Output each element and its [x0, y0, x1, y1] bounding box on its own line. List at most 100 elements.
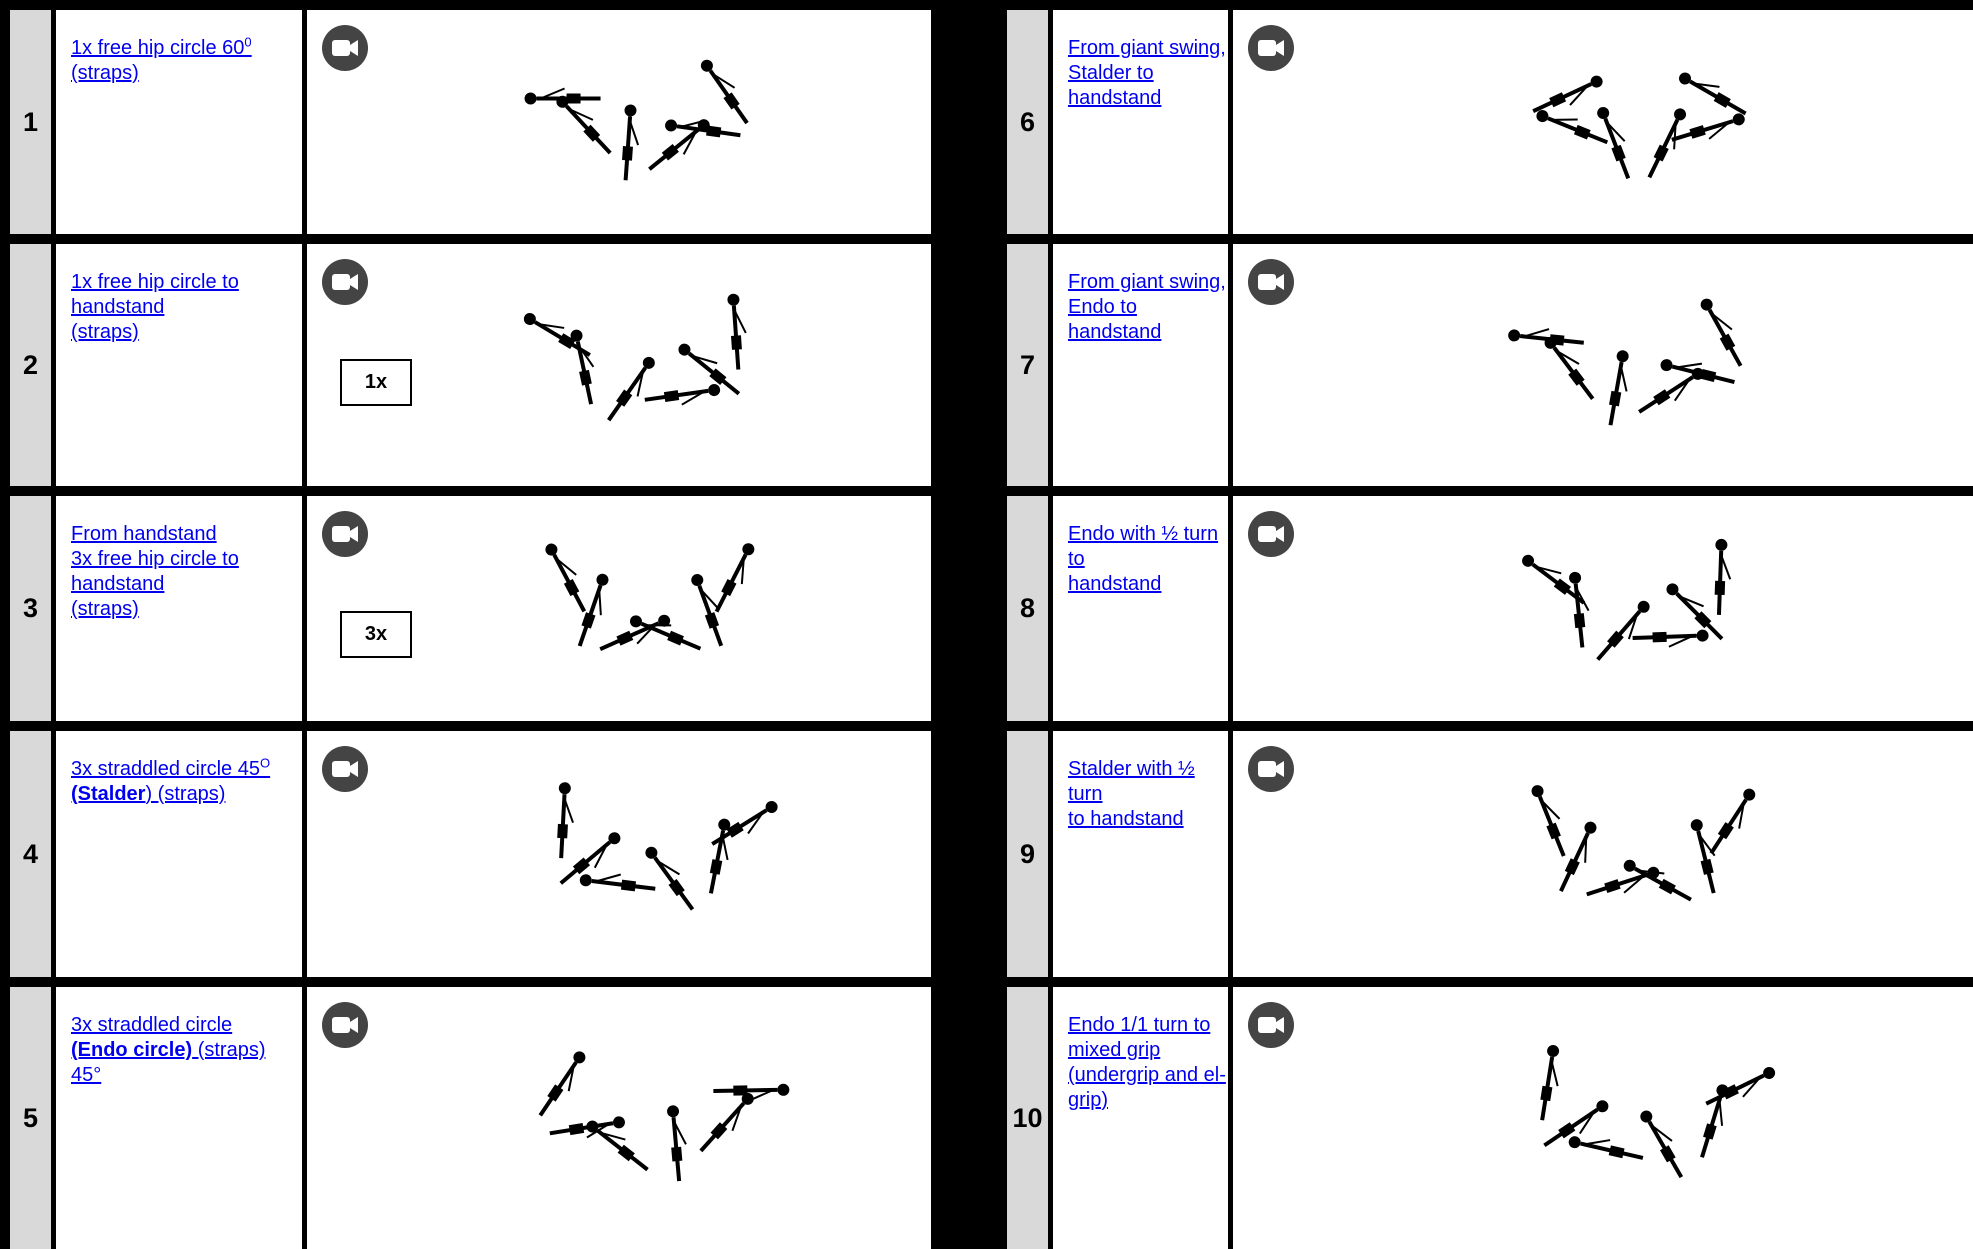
exercise-image — [1233, 10, 1973, 234]
link-line: 3x straddled circle — [71, 1013, 302, 1038]
figure-sketches — [1532, 72, 1747, 180]
link-line: Stalder with ½ turn — [1068, 757, 1228, 807]
exercise-description: Stalder with ½ turn to handstand — [1053, 731, 1228, 977]
exercise-description: From giant swing, Endo to handstand — [1053, 244, 1228, 486]
figure-sketches — [1540, 1044, 1776, 1179]
video-icon[interactable] — [1246, 509, 1296, 559]
exercise-description: From giant swing, Stalder to handstand — [1053, 10, 1228, 234]
link-text: (Endo circle) — [71, 1039, 193, 1061]
link-text: to handstand — [1068, 808, 1184, 830]
row-number: 7 — [1007, 244, 1048, 486]
figure-sketches — [1522, 538, 1732, 661]
link-line: (Endo circle) (straps) — [71, 1038, 302, 1063]
figure-sketches — [1508, 298, 1743, 426]
exercise-description: 1x free hip circle 600 (straps) — [56, 10, 302, 234]
exercise-image: 3x — [307, 496, 931, 721]
link-text: 1x free hip circle to — [71, 271, 239, 293]
row-number: 4 — [10, 731, 51, 977]
exercise-description: From handstand 3x free hip circle to hand… — [56, 496, 302, 721]
link-line: (straps) — [71, 61, 302, 86]
link-line: mixed grip — [1068, 1038, 1228, 1063]
exercise-link[interactable]: Endo with ½ turn to handstand — [1068, 522, 1228, 597]
link-line: From giant swing, — [1068, 270, 1228, 295]
video-icon[interactable] — [1246, 257, 1296, 307]
link-line: (Stalder) (straps) — [71, 782, 302, 807]
link-line: From giant swing, — [1068, 36, 1228, 61]
exercise-image — [307, 731, 931, 977]
exercise-image — [1233, 731, 1973, 977]
exercise-image: 1x — [307, 244, 931, 486]
link-text: grip) — [1068, 1089, 1109, 1111]
exercise-link[interactable]: From handstand 3x free hip circle to hand… — [71, 522, 302, 622]
link-text: 3x straddled circle 45 — [71, 758, 260, 780]
exercise-link[interactable]: 3x straddled circle 45O (Stalder) (straps… — [71, 755, 302, 807]
exercise-link[interactable]: From giant swing, Stalder to handstand — [1068, 36, 1228, 111]
exercise-description: 3x straddled circle (Endo circle) (straps… — [56, 987, 302, 1249]
link-text: (straps) — [71, 62, 139, 84]
exercise-link[interactable]: 3x straddled circle (Endo circle) (straps… — [71, 1013, 302, 1088]
video-icon[interactable] — [1246, 23, 1296, 73]
link-text: (straps) — [71, 321, 139, 343]
figure-sketches — [524, 59, 749, 181]
link-line: handstand — [71, 295, 302, 320]
link-text: (straps) — [71, 598, 139, 620]
row-number: 3 — [10, 496, 51, 721]
video-icon[interactable] — [1246, 744, 1296, 794]
exercise-link[interactable]: Stalder with ½ turn to handstand — [1068, 757, 1228, 832]
row-number: 6 — [1007, 10, 1048, 234]
exercise-image — [307, 987, 931, 1249]
exercise-link[interactable]: 1x free hip circle to handstand (straps) — [71, 270, 302, 345]
exercise-link[interactable]: 1x free hip circle 600 (straps) — [71, 35, 302, 86]
link-line: Endo to handstand — [1068, 295, 1228, 345]
video-icon[interactable] — [320, 744, 370, 794]
link-line: From handstand — [71, 522, 302, 547]
video-icon[interactable] — [320, 509, 370, 559]
link-line: 1x free hip circle to — [71, 270, 302, 295]
link-text: Endo with ½ turn to — [1068, 523, 1219, 570]
link-text: mixed grip — [1068, 1039, 1161, 1061]
figure-sketches — [545, 543, 755, 652]
exercise-link[interactable]: Endo 1/1 turn to mixed grip (undergrip a… — [1068, 1013, 1228, 1113]
exercise-link[interactable]: From giant swing, Endo to handstand — [1068, 270, 1228, 345]
video-icon[interactable] — [1246, 1000, 1296, 1050]
link-line: 3x straddled circle 45O — [71, 755, 302, 782]
video-icon[interactable] — [320, 23, 370, 73]
link-line: 45° — [71, 1063, 302, 1088]
link-line: (straps) — [71, 597, 302, 622]
figure-sketches — [523, 293, 747, 422]
video-icon[interactable] — [320, 1000, 370, 1050]
link-text: From giant swing, — [1068, 37, 1226, 59]
link-text: Endo to handstand — [1068, 296, 1162, 343]
exercise-description: Endo 1/1 turn to mixed grip (undergrip a… — [1053, 987, 1228, 1249]
exercise-image — [307, 10, 931, 234]
video-icon[interactable] — [320, 257, 370, 307]
link-text: Endo 1/1 turn to — [1068, 1014, 1211, 1036]
exercise-description: 1x free hip circle to handstand (straps) — [56, 244, 302, 486]
link-text: 1x free hip circle 60 — [71, 37, 245, 59]
exercise-image — [1233, 496, 1973, 721]
row-number: 2 — [10, 244, 51, 486]
exercise-description: 3x straddled circle 45O (Stalder) (straps… — [56, 731, 302, 977]
row-number: 5 — [10, 987, 51, 1249]
figure-sketches — [538, 1051, 790, 1182]
link-line: Stalder to handstand — [1068, 61, 1228, 111]
link-line: 1x free hip circle 600 — [71, 35, 302, 61]
link-text: From giant swing, — [1068, 271, 1226, 293]
row-number: 10 — [1007, 987, 1048, 1249]
link-line: (undergrip and el- — [1068, 1063, 1228, 1088]
link-text: 3x straddled circle — [71, 1014, 233, 1036]
row-number: 8 — [1007, 496, 1048, 721]
figure-sketches — [1531, 785, 1756, 902]
link-text: (straps) — [192, 1039, 266, 1061]
link-text: O — [259, 755, 271, 771]
link-text: Stalder to handstand — [1068, 62, 1162, 109]
exercise-image — [1233, 987, 1973, 1249]
link-text: (Stalder — [71, 783, 146, 805]
repeat-box: 3x — [340, 611, 412, 658]
exercise-description: Endo with ½ turn to handstand — [1053, 496, 1228, 721]
link-line: handstand — [1068, 572, 1228, 597]
link-line: Endo 1/1 turn to — [1068, 1013, 1228, 1038]
repeat-box: 1x — [340, 359, 412, 406]
link-line: grip) — [1068, 1088, 1228, 1113]
